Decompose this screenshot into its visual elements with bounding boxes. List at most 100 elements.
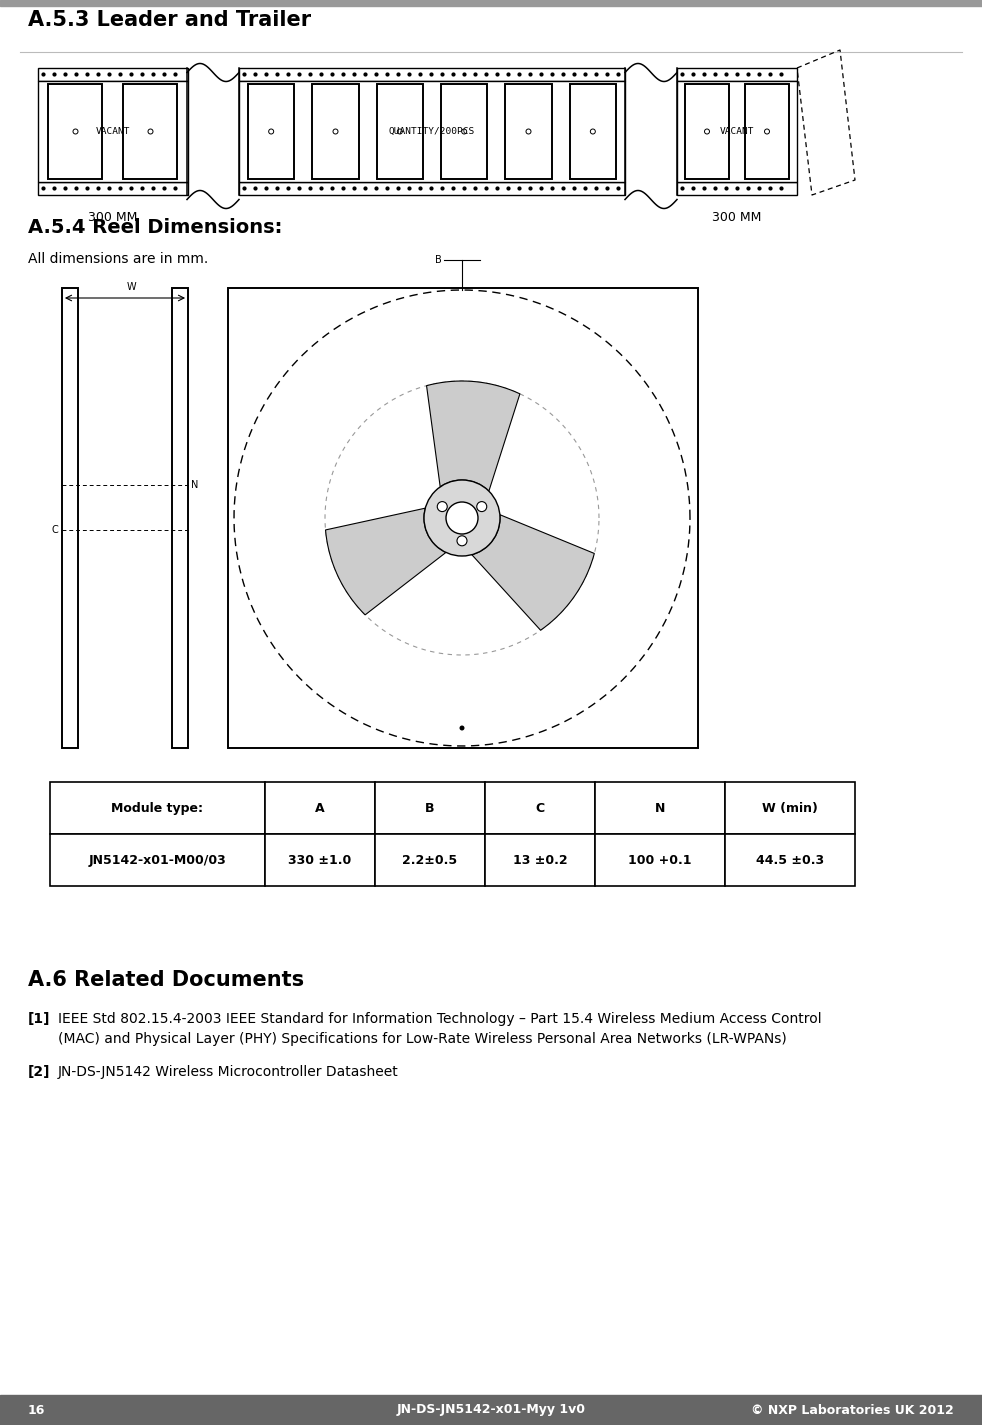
Circle shape bbox=[287, 187, 291, 191]
Circle shape bbox=[353, 187, 356, 191]
Bar bbox=[441, 84, 487, 180]
Circle shape bbox=[140, 73, 144, 77]
Text: A: A bbox=[315, 801, 325, 815]
Circle shape bbox=[736, 73, 739, 77]
Text: A.5.4 Reel Dimensions:: A.5.4 Reel Dimensions: bbox=[28, 218, 283, 237]
Bar bbox=[0, 0, 982, 6]
Text: C: C bbox=[535, 801, 545, 815]
Bar bbox=[595, 782, 725, 834]
Circle shape bbox=[681, 73, 684, 77]
Circle shape bbox=[408, 73, 411, 77]
Circle shape bbox=[374, 187, 379, 191]
Circle shape bbox=[736, 187, 739, 191]
Text: QUANTITY/200PCS: QUANTITY/200PCS bbox=[389, 127, 475, 135]
Circle shape bbox=[437, 502, 447, 512]
Polygon shape bbox=[426, 380, 519, 492]
Circle shape bbox=[119, 187, 123, 191]
Circle shape bbox=[518, 73, 521, 77]
Circle shape bbox=[757, 73, 762, 77]
Bar bbox=[745, 84, 789, 180]
Circle shape bbox=[107, 187, 112, 191]
Circle shape bbox=[130, 187, 134, 191]
Bar bbox=[50, 782, 265, 834]
Circle shape bbox=[298, 73, 301, 77]
Circle shape bbox=[174, 73, 178, 77]
Text: N: N bbox=[655, 801, 665, 815]
Bar bbox=[677, 81, 797, 182]
Circle shape bbox=[374, 73, 379, 77]
Text: A.6 Related Documents: A.6 Related Documents bbox=[28, 970, 304, 990]
Text: N: N bbox=[191, 480, 198, 490]
Circle shape bbox=[768, 73, 773, 77]
Polygon shape bbox=[471, 514, 594, 630]
Circle shape bbox=[550, 73, 555, 77]
Circle shape bbox=[264, 73, 269, 77]
Circle shape bbox=[342, 187, 346, 191]
Text: JN5142-x01-M00/03: JN5142-x01-M00/03 bbox=[88, 854, 227, 866]
Circle shape bbox=[253, 187, 257, 191]
Circle shape bbox=[308, 187, 312, 191]
Circle shape bbox=[617, 73, 621, 77]
Circle shape bbox=[75, 187, 79, 191]
Bar bbox=[124, 84, 178, 180]
Text: A.5.3 Leader and Trailer: A.5.3 Leader and Trailer bbox=[28, 10, 311, 30]
Bar bbox=[228, 288, 698, 748]
Text: 330 ±1.0: 330 ±1.0 bbox=[289, 854, 352, 866]
Circle shape bbox=[528, 73, 532, 77]
Text: All dimensions are in mm.: All dimensions are in mm. bbox=[28, 252, 208, 266]
Circle shape bbox=[495, 73, 500, 77]
Circle shape bbox=[162, 73, 167, 77]
Circle shape bbox=[463, 187, 466, 191]
Circle shape bbox=[418, 73, 422, 77]
Bar bbox=[595, 834, 725, 886]
Text: 13 ±0.2: 13 ±0.2 bbox=[513, 854, 568, 866]
Circle shape bbox=[243, 187, 246, 191]
Circle shape bbox=[452, 73, 456, 77]
Circle shape bbox=[507, 73, 511, 77]
Circle shape bbox=[353, 73, 356, 77]
Text: 300 MM: 300 MM bbox=[88, 211, 137, 224]
Polygon shape bbox=[325, 509, 446, 614]
Text: JN-DS-JN5142-x01-Myy 1v0: JN-DS-JN5142-x01-Myy 1v0 bbox=[397, 1404, 585, 1416]
Circle shape bbox=[52, 187, 57, 191]
Bar bbox=[725, 834, 855, 886]
Circle shape bbox=[330, 187, 335, 191]
Circle shape bbox=[319, 73, 324, 77]
Bar bbox=[375, 782, 485, 834]
Circle shape bbox=[287, 73, 291, 77]
Circle shape bbox=[539, 73, 544, 77]
Circle shape bbox=[746, 73, 750, 77]
Text: VACANT: VACANT bbox=[96, 127, 131, 135]
Circle shape bbox=[397, 73, 401, 77]
Bar bbox=[312, 84, 358, 180]
Bar bbox=[506, 84, 552, 180]
Circle shape bbox=[429, 187, 434, 191]
Circle shape bbox=[476, 502, 487, 512]
Bar bbox=[375, 834, 485, 886]
Circle shape bbox=[702, 187, 707, 191]
Circle shape bbox=[385, 73, 390, 77]
Circle shape bbox=[550, 187, 555, 191]
Bar bbox=[62, 288, 78, 748]
Circle shape bbox=[562, 73, 566, 77]
Circle shape bbox=[424, 480, 500, 556]
Circle shape bbox=[484, 73, 489, 77]
Circle shape bbox=[275, 73, 280, 77]
Bar bbox=[248, 84, 295, 180]
Circle shape bbox=[41, 73, 45, 77]
Circle shape bbox=[528, 187, 532, 191]
Circle shape bbox=[96, 73, 100, 77]
Circle shape bbox=[96, 187, 100, 191]
Bar bbox=[239, 68, 625, 81]
Text: 44.5 ±0.3: 44.5 ±0.3 bbox=[756, 854, 824, 866]
Bar bbox=[0, 1395, 982, 1425]
Circle shape bbox=[151, 187, 155, 191]
Bar bbox=[677, 68, 797, 81]
Text: 300 MM: 300 MM bbox=[712, 211, 762, 224]
Bar bbox=[38, 182, 188, 195]
Circle shape bbox=[41, 187, 45, 191]
Circle shape bbox=[691, 73, 695, 77]
Circle shape bbox=[330, 73, 335, 77]
Circle shape bbox=[418, 187, 422, 191]
Circle shape bbox=[460, 725, 464, 731]
